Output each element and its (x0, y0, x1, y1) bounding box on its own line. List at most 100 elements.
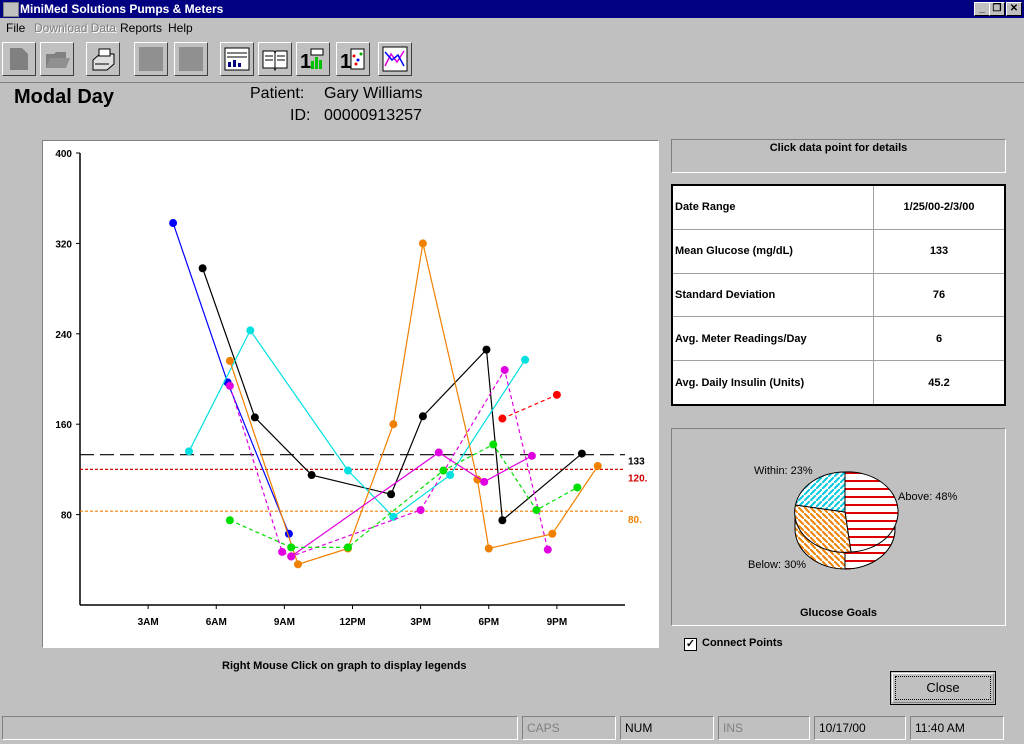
data-point[interactable] (250, 413, 259, 422)
close-button-label: Close (892, 673, 994, 703)
series-line (502, 394, 558, 420)
y-tick-label: 400 (55, 149, 72, 160)
data-point[interactable] (343, 543, 352, 552)
menu-download-data[interactable]: Download Data (34, 21, 117, 35)
data-point[interactable] (489, 440, 498, 449)
data-point[interactable] (548, 529, 557, 538)
data-point[interactable] (307, 471, 316, 480)
pie-label-below: Below: 30% (748, 559, 807, 571)
status-bar: CAPS NUM INS 10/17/00 11:40 AM (0, 714, 1024, 744)
data-point[interactable] (246, 326, 255, 335)
glucose-goals-panel: Within: 23% Above: 48% Below: 30% Glucos… (671, 428, 1006, 626)
patient-name: Gary Williams (324, 85, 423, 102)
data-point[interactable] (573, 483, 582, 492)
data-point[interactable] (446, 471, 455, 480)
status-ins: INS (718, 716, 810, 740)
data-point[interactable] (389, 512, 398, 521)
stat-label: Standard Deviation (671, 272, 874, 318)
reference-label: 120. (628, 473, 648, 484)
data-point[interactable] (418, 239, 427, 248)
status-time: 11:40 AM (910, 716, 1004, 740)
data-point[interactable] (387, 490, 396, 499)
data-point[interactable] (543, 545, 552, 554)
stat-label: Avg. Daily Insulin (Units) (671, 360, 874, 406)
daily-scatter-button[interactable]: 1 (336, 42, 370, 76)
new-document-icon (10, 48, 28, 70)
data-point[interactable] (577, 449, 586, 458)
line-plot-button[interactable] (378, 42, 412, 76)
data-point[interactable] (521, 355, 530, 364)
status-message (2, 716, 518, 740)
status-caps: CAPS (522, 716, 616, 740)
data-point[interactable] (287, 552, 296, 561)
data-point[interactable] (225, 356, 234, 365)
data-point[interactable] (225, 516, 234, 525)
data-point[interactable] (498, 516, 507, 525)
data-point[interactable] (418, 412, 427, 421)
stat-label: Date Range (671, 184, 874, 230)
data-point[interactable] (225, 381, 234, 390)
data-point[interactable] (294, 560, 302, 569)
restore-button[interactable]: ❐ (989, 2, 1005, 16)
data-point[interactable] (287, 543, 296, 552)
summary-chart-button[interactable] (220, 42, 254, 76)
data-point[interactable] (185, 447, 193, 456)
data-point[interactable] (482, 345, 491, 354)
stat-value: 133 (873, 228, 1006, 274)
data-point[interactable] (389, 420, 398, 429)
daily-bars-button[interactable]: 1 (296, 42, 330, 76)
printer-icon (92, 48, 115, 71)
data-point[interactable] (169, 219, 178, 228)
series-line (229, 243, 599, 566)
svg-text:1: 1 (340, 51, 351, 72)
data-point[interactable] (552, 390, 561, 399)
data-point[interactable] (343, 466, 352, 475)
menu-file[interactable]: File (6, 21, 26, 35)
chart-hint: Right Mouse Click on graph to display le… (222, 660, 467, 672)
goals-title: Glucose Goals (799, 607, 878, 619)
minimize-button[interactable]: _ (974, 2, 990, 16)
menu-help[interactable]: Help (168, 21, 193, 35)
data-point[interactable] (198, 264, 207, 273)
print-button[interactable] (86, 42, 120, 76)
data-point[interactable] (480, 477, 489, 486)
x-tick-label: 3AM (138, 617, 159, 628)
data-point[interactable] (278, 547, 287, 556)
pie-label-above: Above: 48% (898, 491, 958, 503)
blank-button-2[interactable] (174, 42, 208, 76)
menu-bar: File Download Data Reports Help (0, 19, 1024, 37)
data-point[interactable] (532, 506, 541, 515)
data-point[interactable] (593, 462, 602, 471)
connect-points-checkbox[interactable]: ✓ (684, 638, 697, 651)
focus-rect (895, 676, 991, 700)
data-point[interactable] (484, 544, 493, 553)
details-prompt: Click data point for details (671, 139, 1006, 173)
logbook-button[interactable] (258, 42, 292, 76)
new-document-button[interactable] (2, 42, 36, 76)
y-tick-label: 320 (55, 239, 72, 250)
open-folder-button[interactable] (40, 42, 74, 76)
menu-reports[interactable]: Reports (120, 21, 163, 35)
data-point[interactable] (498, 414, 507, 423)
table-row: Mean Glucose (mg/dL) 133 (671, 228, 1006, 274)
series-line (188, 329, 526, 518)
stat-label: Mean Glucose (mg/dL) (671, 228, 874, 274)
modal-day-chart[interactable]: 801602403204003AM6AM9AM12PM3PM6PM9PMGluc… (42, 140, 659, 648)
chart-canvas[interactable]: 801602403204003AM6AM9AM12PM3PM6PM9PMGluc… (43, 141, 658, 647)
connect-points-label[interactable]: Connect Points (702, 637, 783, 649)
data-point[interactable] (439, 466, 448, 475)
close-window-button[interactable]: ✕ (1006, 2, 1022, 16)
data-point[interactable] (500, 365, 509, 374)
stat-value: 76 (873, 272, 1006, 318)
blank-button-1[interactable] (134, 42, 168, 76)
patient-label: Patient: (250, 85, 305, 102)
data-point[interactable] (434, 448, 443, 457)
data-point[interactable] (416, 506, 425, 515)
data-point[interactable] (527, 451, 536, 460)
stat-value: 45.2 (873, 360, 1006, 406)
data-point[interactable] (473, 475, 482, 484)
table-row: Avg. Meter Readings/Day 6 (671, 316, 1006, 362)
close-button[interactable]: Close (890, 671, 996, 705)
y-tick-label: 160 (55, 420, 72, 431)
stat-label: Avg. Meter Readings/Day (671, 316, 874, 362)
